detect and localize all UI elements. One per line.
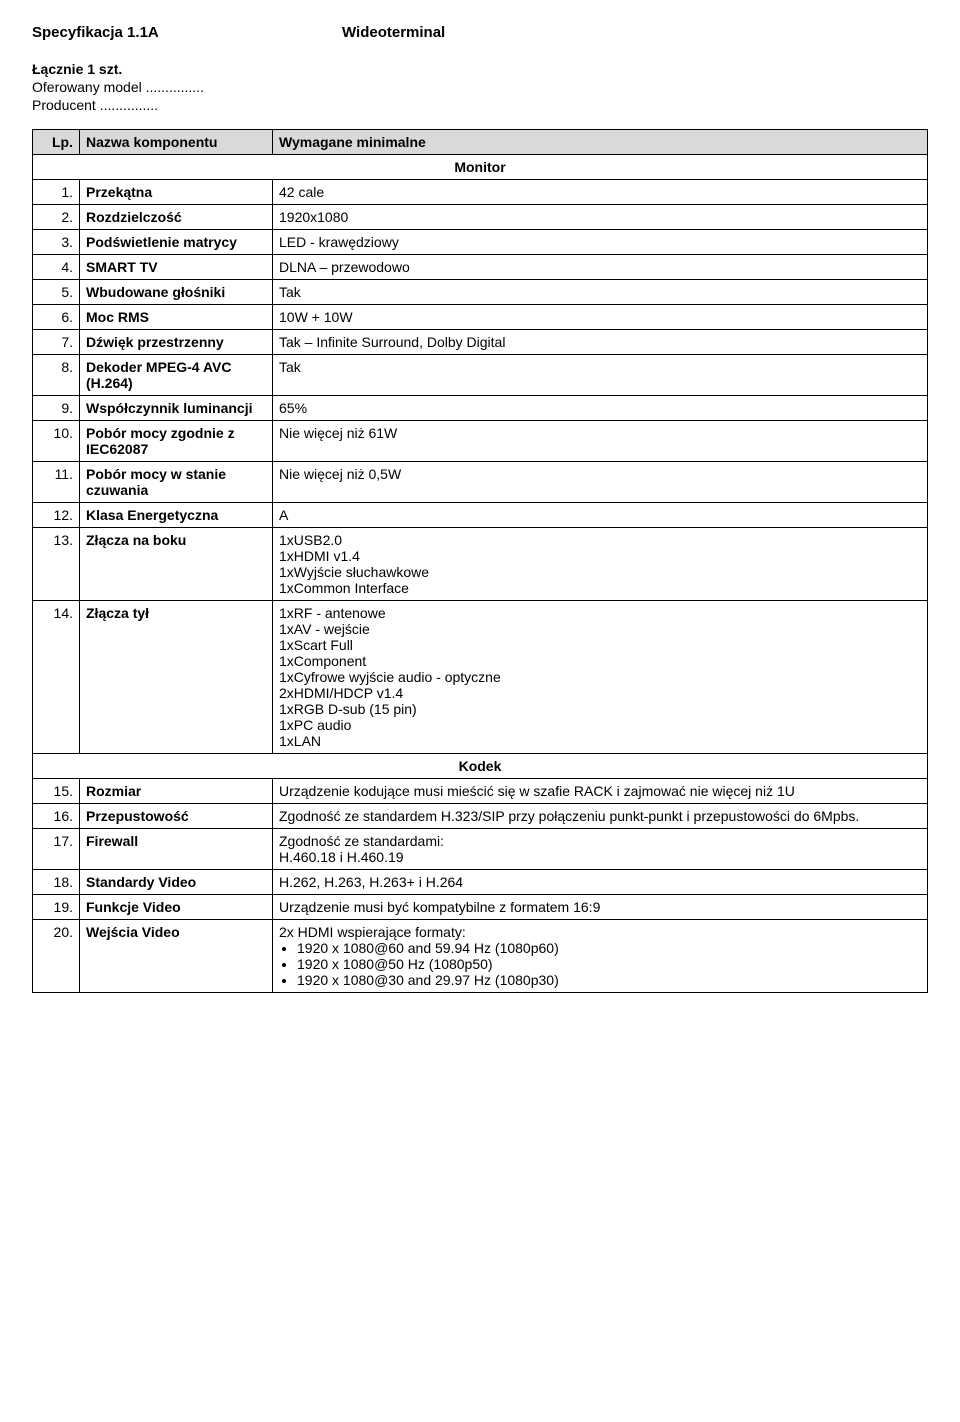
table-row: 12.Klasa EnergetycznaA [33,503,928,528]
table-row: 6.Moc RMS10W + 10W [33,305,928,330]
table-row: 3.Podświetlenie matrycyLED - krawędziowy [33,230,928,255]
table-row: 14.Złącza tył1xRF - antenowe1xAV - wejśc… [33,601,928,754]
producer-label: Producent [32,97,96,113]
r20-bullets: 1920 x 1080@60 and 59.94 Hz (1080p60) 19… [297,940,921,988]
table-row: 17.FirewallZgodność ze standardami:H.460… [33,829,928,870]
model-dots: ............... [146,79,204,95]
table-row: 16.PrzepustowośćZgodność ze standardem H… [33,804,928,829]
col-name-header: Nazwa komponentu [80,130,273,155]
table-row: 1.Przekątna42 cale [33,180,928,205]
spec-table: Lp. Nazwa komponentu Wymagane minimalne … [32,129,928,993]
spec-title: Wideoterminal [342,24,445,41]
table-row: 10.Pobór mocy zgodnie z IEC62087Nie więc… [33,421,928,462]
list-item: 1920 x 1080@60 and 59.94 Hz (1080p60) [297,940,921,956]
table-row: 13.Złącza na boku1xUSB2.01xHDMI v1.41xWy… [33,528,928,601]
spec-number: Specyfikacja 1.1A [32,24,342,41]
model-label: Oferowany model [32,79,142,95]
section-monitor: Monitor [33,155,928,180]
producer-dots: ............... [100,97,158,113]
table-row: 9.Współczynnik luminancji65% [33,396,928,421]
list-item: 1920 x 1080@50 Hz (1080p50) [297,956,921,972]
table-row: 20. Wejścia Video 2x HDMI wspierające fo… [33,920,928,993]
section-kodek: Kodek [33,754,928,779]
table-row: 5.Wbudowane głośnikiTak [33,280,928,305]
table-row: 11.Pobór mocy w stanie czuwaniaNie więce… [33,462,928,503]
col-lp-header: Lp. [33,130,80,155]
table-row: 2.Rozdzielczość1920x1080 [33,205,928,230]
table-row: 8.Dekoder MPEG-4 AVC (H.264)Tak [33,355,928,396]
table-row: 19.Funkcje VideoUrządzenie musi być komp… [33,895,928,920]
table-row: 15.RozmiarUrządzenie kodujące musi mieśc… [33,779,928,804]
r20-intro: 2x HDMI wspierające formaty: [279,924,466,940]
table-row: 18.Standardy VideoH.262, H.263, H.263+ i… [33,870,928,895]
table-header-row: Lp. Nazwa komponentu Wymagane minimalne [33,130,928,155]
col-val-header: Wymagane minimalne [273,130,928,155]
table-row: 4.SMART TVDLNA – przewodowo [33,255,928,280]
qty-line: Łącznie 1 szt. [32,61,928,77]
list-item: 1920 x 1080@30 and 29.97 Hz (1080p30) [297,972,921,988]
table-row: 7.Dźwięk przestrzennyTak – Infinite Surr… [33,330,928,355]
